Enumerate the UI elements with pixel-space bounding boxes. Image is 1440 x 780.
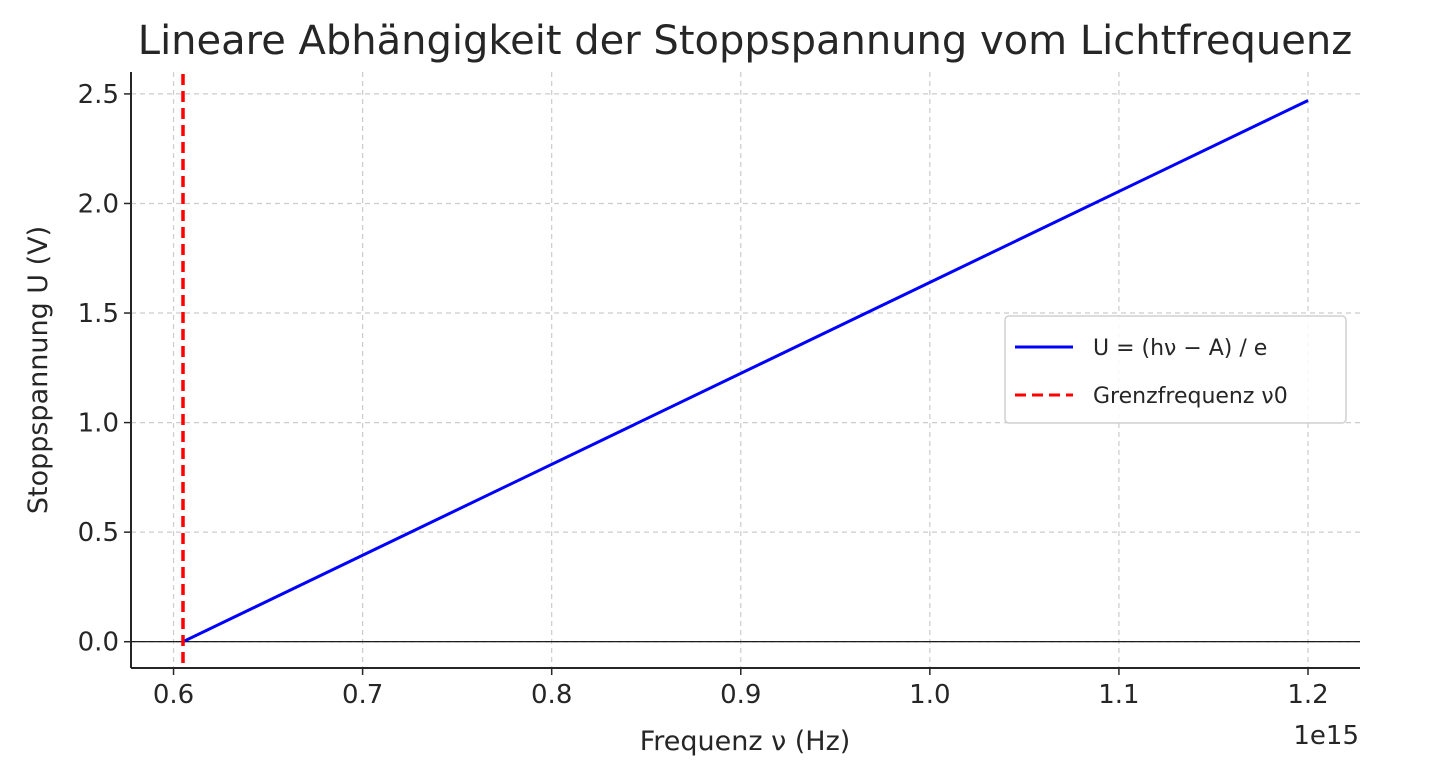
y-tick-label: 2.5 [78, 80, 119, 110]
legend-frame [1004, 315, 1347, 424]
x-ticks: 0.6 0.7 0.8 0.9 1.0 1.1 1.2 [153, 668, 1329, 710]
legend-entry-threshold: Grenzfrequenz ν0 [1093, 384, 1288, 409]
y-tick-label: 1.5 [78, 299, 119, 329]
series-line-voltage [182, 99, 1309, 644]
y-tick-label: 0.5 [78, 518, 119, 548]
y-tick-label: 1.0 [78, 409, 119, 439]
x-tick-label: 1.1 [1098, 680, 1139, 710]
x-tick-label: 0.9 [720, 680, 761, 710]
x-tick-label: 0.8 [531, 680, 572, 710]
y-axis-label: Stoppspannung U (V) [23, 226, 54, 514]
x-tick-label: 1.2 [1287, 680, 1328, 710]
x-axis-label: Frequenz ν (Hz) [640, 726, 851, 757]
legend: U = (hν − A) / e Grenzfrequenz ν0 [1004, 315, 1347, 424]
x-tick-label: 1.0 [909, 680, 950, 710]
chart-title: Lineare Abhängigkeit der Stoppspannung v… [138, 18, 1352, 64]
y-tick-label: 2.0 [78, 189, 119, 219]
x-tick-label: 0.6 [153, 680, 194, 710]
y-ticks: 0.0 0.5 1.0 1.5 2.0 2.5 [78, 80, 131, 658]
legend-entry-voltage: U = (hν − A) / e [1093, 336, 1267, 361]
x-tick-label: 0.7 [342, 680, 383, 710]
x-offset-label: 1e15 [1293, 721, 1359, 751]
y-tick-label: 0.0 [78, 628, 119, 658]
series-layer [131, 74, 1360, 668]
